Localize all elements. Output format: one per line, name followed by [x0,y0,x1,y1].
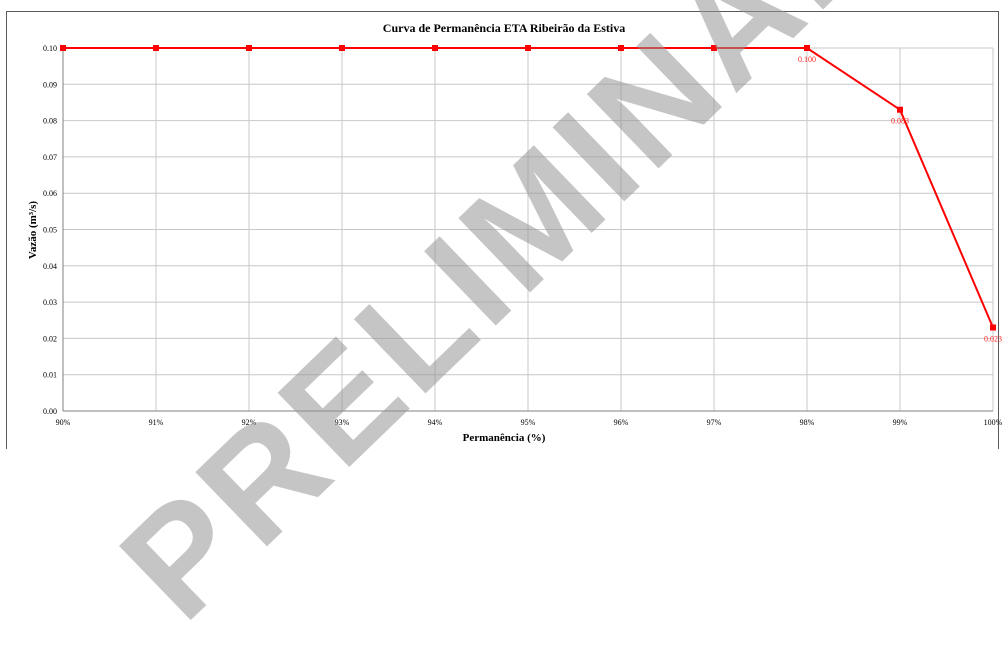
x-tick-label: 93% [335,418,350,427]
data-label: 0.023 [984,335,1002,344]
data-point [60,45,66,51]
data-point [897,106,903,113]
x-tick-label: 100% [984,418,1003,427]
y-tick-label: 0.00 [43,407,57,416]
data-point [153,45,159,51]
line-chart: 0.00 0.01 0.02 0.03 0.04 0.05 0.06 0.07 0.08 0.09… [43,44,1003,427]
x-tick-label: 92% [242,418,257,427]
y-tick-label: 0.10 [43,44,57,53]
chart-frame [6,11,999,449]
y-tick-label: 0.08 [43,117,57,126]
x-tick-label: 99% [893,418,908,427]
x-axis-label: Permanência (%) [462,432,546,444]
y-tick-label: 0.07 [43,153,57,162]
x-tick-label: 90% [56,418,71,427]
x-tick-label: 95% [521,418,536,427]
y-tick-label: 0.03 [43,298,57,307]
data-point [618,45,624,51]
y-tick-label: 0.06 [43,189,57,198]
data-point [339,45,345,51]
data-point [711,45,717,51]
data-point [432,45,438,51]
y-tick-label: 0.05 [43,226,57,235]
x-tick-label: 91% [149,418,164,427]
y-tick-label: 0.02 [43,334,57,343]
data-label: 0.083 [891,117,909,126]
data-point [990,324,996,331]
x-tick-label: 98% [800,418,815,427]
data-point [804,45,810,51]
data-label: 0.100 [798,55,816,64]
chart-title: Curva de Permanência ETA Ribeirão da Est… [382,21,626,35]
x-tick-label: 97% [707,418,722,427]
y-tick-label: 0.01 [43,371,57,380]
x-tick-label: 94% [428,418,443,427]
y-tick-label: 0.04 [43,262,57,271]
data-point [246,45,252,51]
y-tick-label: 0.09 [43,80,57,89]
x-tick-label: 96% [614,418,629,427]
data-point [525,45,531,51]
